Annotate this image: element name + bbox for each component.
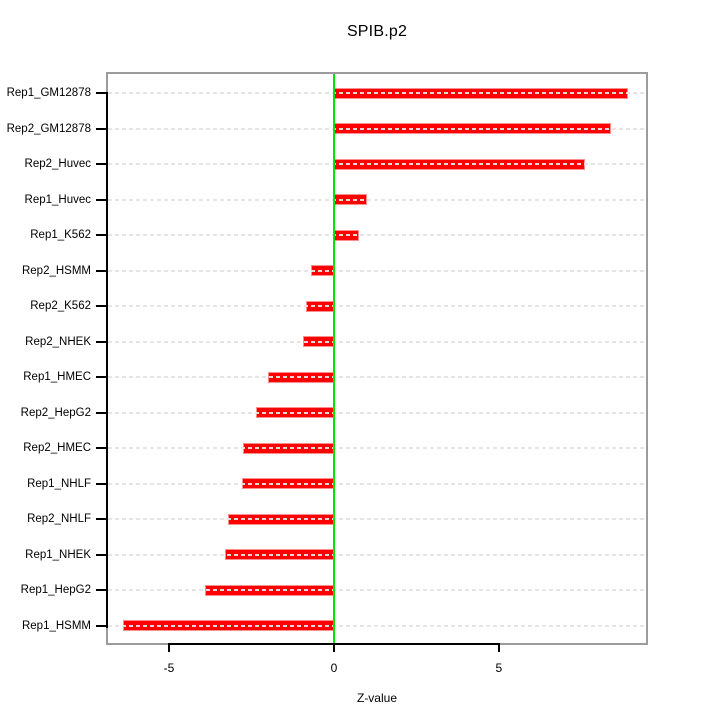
y-tick: [96, 624, 106, 627]
x-tick: [168, 645, 170, 652]
category-label: Rep1_GM12878: [6, 87, 91, 99]
y-tick: [96, 518, 106, 521]
category-label: Rep2_GM12878: [6, 122, 91, 135]
x-tick-label: 5: [495, 661, 503, 675]
grid-line: [108, 376, 646, 379]
y-tick: [96, 127, 106, 130]
grid-line: [108, 447, 646, 450]
category-label: Rep2_NHEK: [25, 335, 91, 348]
y-tick: [96, 376, 106, 379]
category-label: Rep2_NHLF: [27, 513, 91, 526]
category-label: Rep1_NHEK: [25, 548, 91, 561]
x-tick: [332, 645, 335, 652]
y-tick: [96, 411, 106, 414]
grid-line: [108, 127, 646, 130]
x-tick-label: -5: [163, 661, 175, 675]
grid-line: [108, 198, 646, 201]
grid-line: [108, 163, 646, 166]
category-label: Rep1_HSMM: [21, 619, 91, 632]
y-tick: [96, 198, 106, 201]
category-label: Rep2_HMEC: [23, 442, 91, 455]
y-tick: [96, 553, 106, 556]
category-label: Rep2_HSMM: [21, 264, 91, 277]
grid-line: [108, 305, 646, 308]
y-tick: [96, 340, 106, 343]
y-tick: [96, 269, 106, 272]
y-tick: [96, 482, 106, 485]
grid-line: [108, 589, 646, 592]
x-axis-line: [168, 643, 500, 645]
category-label: Rep2_Huvec: [24, 158, 91, 171]
grid-line: [108, 518, 646, 521]
y-tick: [96, 163, 106, 166]
category-label: Rep1_NHLF: [27, 477, 91, 490]
category-label: Rep1_HMEC: [23, 371, 91, 384]
y-axis-line: [106, 92, 108, 628]
grid-line: [108, 482, 646, 485]
y-tick: [96, 447, 106, 450]
category-label: Rep1_K562: [30, 229, 91, 242]
grid-line: [108, 411, 646, 414]
category-label: Rep2_HepG2: [20, 406, 91, 419]
grid-line: [108, 92, 646, 94]
grid-line: [108, 269, 646, 272]
grid-line: [108, 340, 646, 343]
zero-line: [332, 74, 335, 643]
y-tick: [96, 305, 106, 308]
category-label: Rep1_HepG2: [20, 584, 91, 597]
y-tick: [96, 589, 106, 592]
x-tick: [497, 645, 500, 652]
grid-line: [108, 234, 646, 237]
category-label: Rep2_K562: [30, 300, 91, 313]
chart-title: SPIB.p2: [346, 23, 408, 40]
category-label: Rep1_Huvec: [24, 193, 91, 206]
x-tick-label: 0: [330, 661, 338, 675]
y-tick: [96, 92, 106, 94]
grid-line: [108, 553, 646, 556]
x-axis-label: Z-value: [356, 691, 397, 705]
grid-line: [108, 624, 646, 627]
y-tick: [96, 234, 106, 237]
